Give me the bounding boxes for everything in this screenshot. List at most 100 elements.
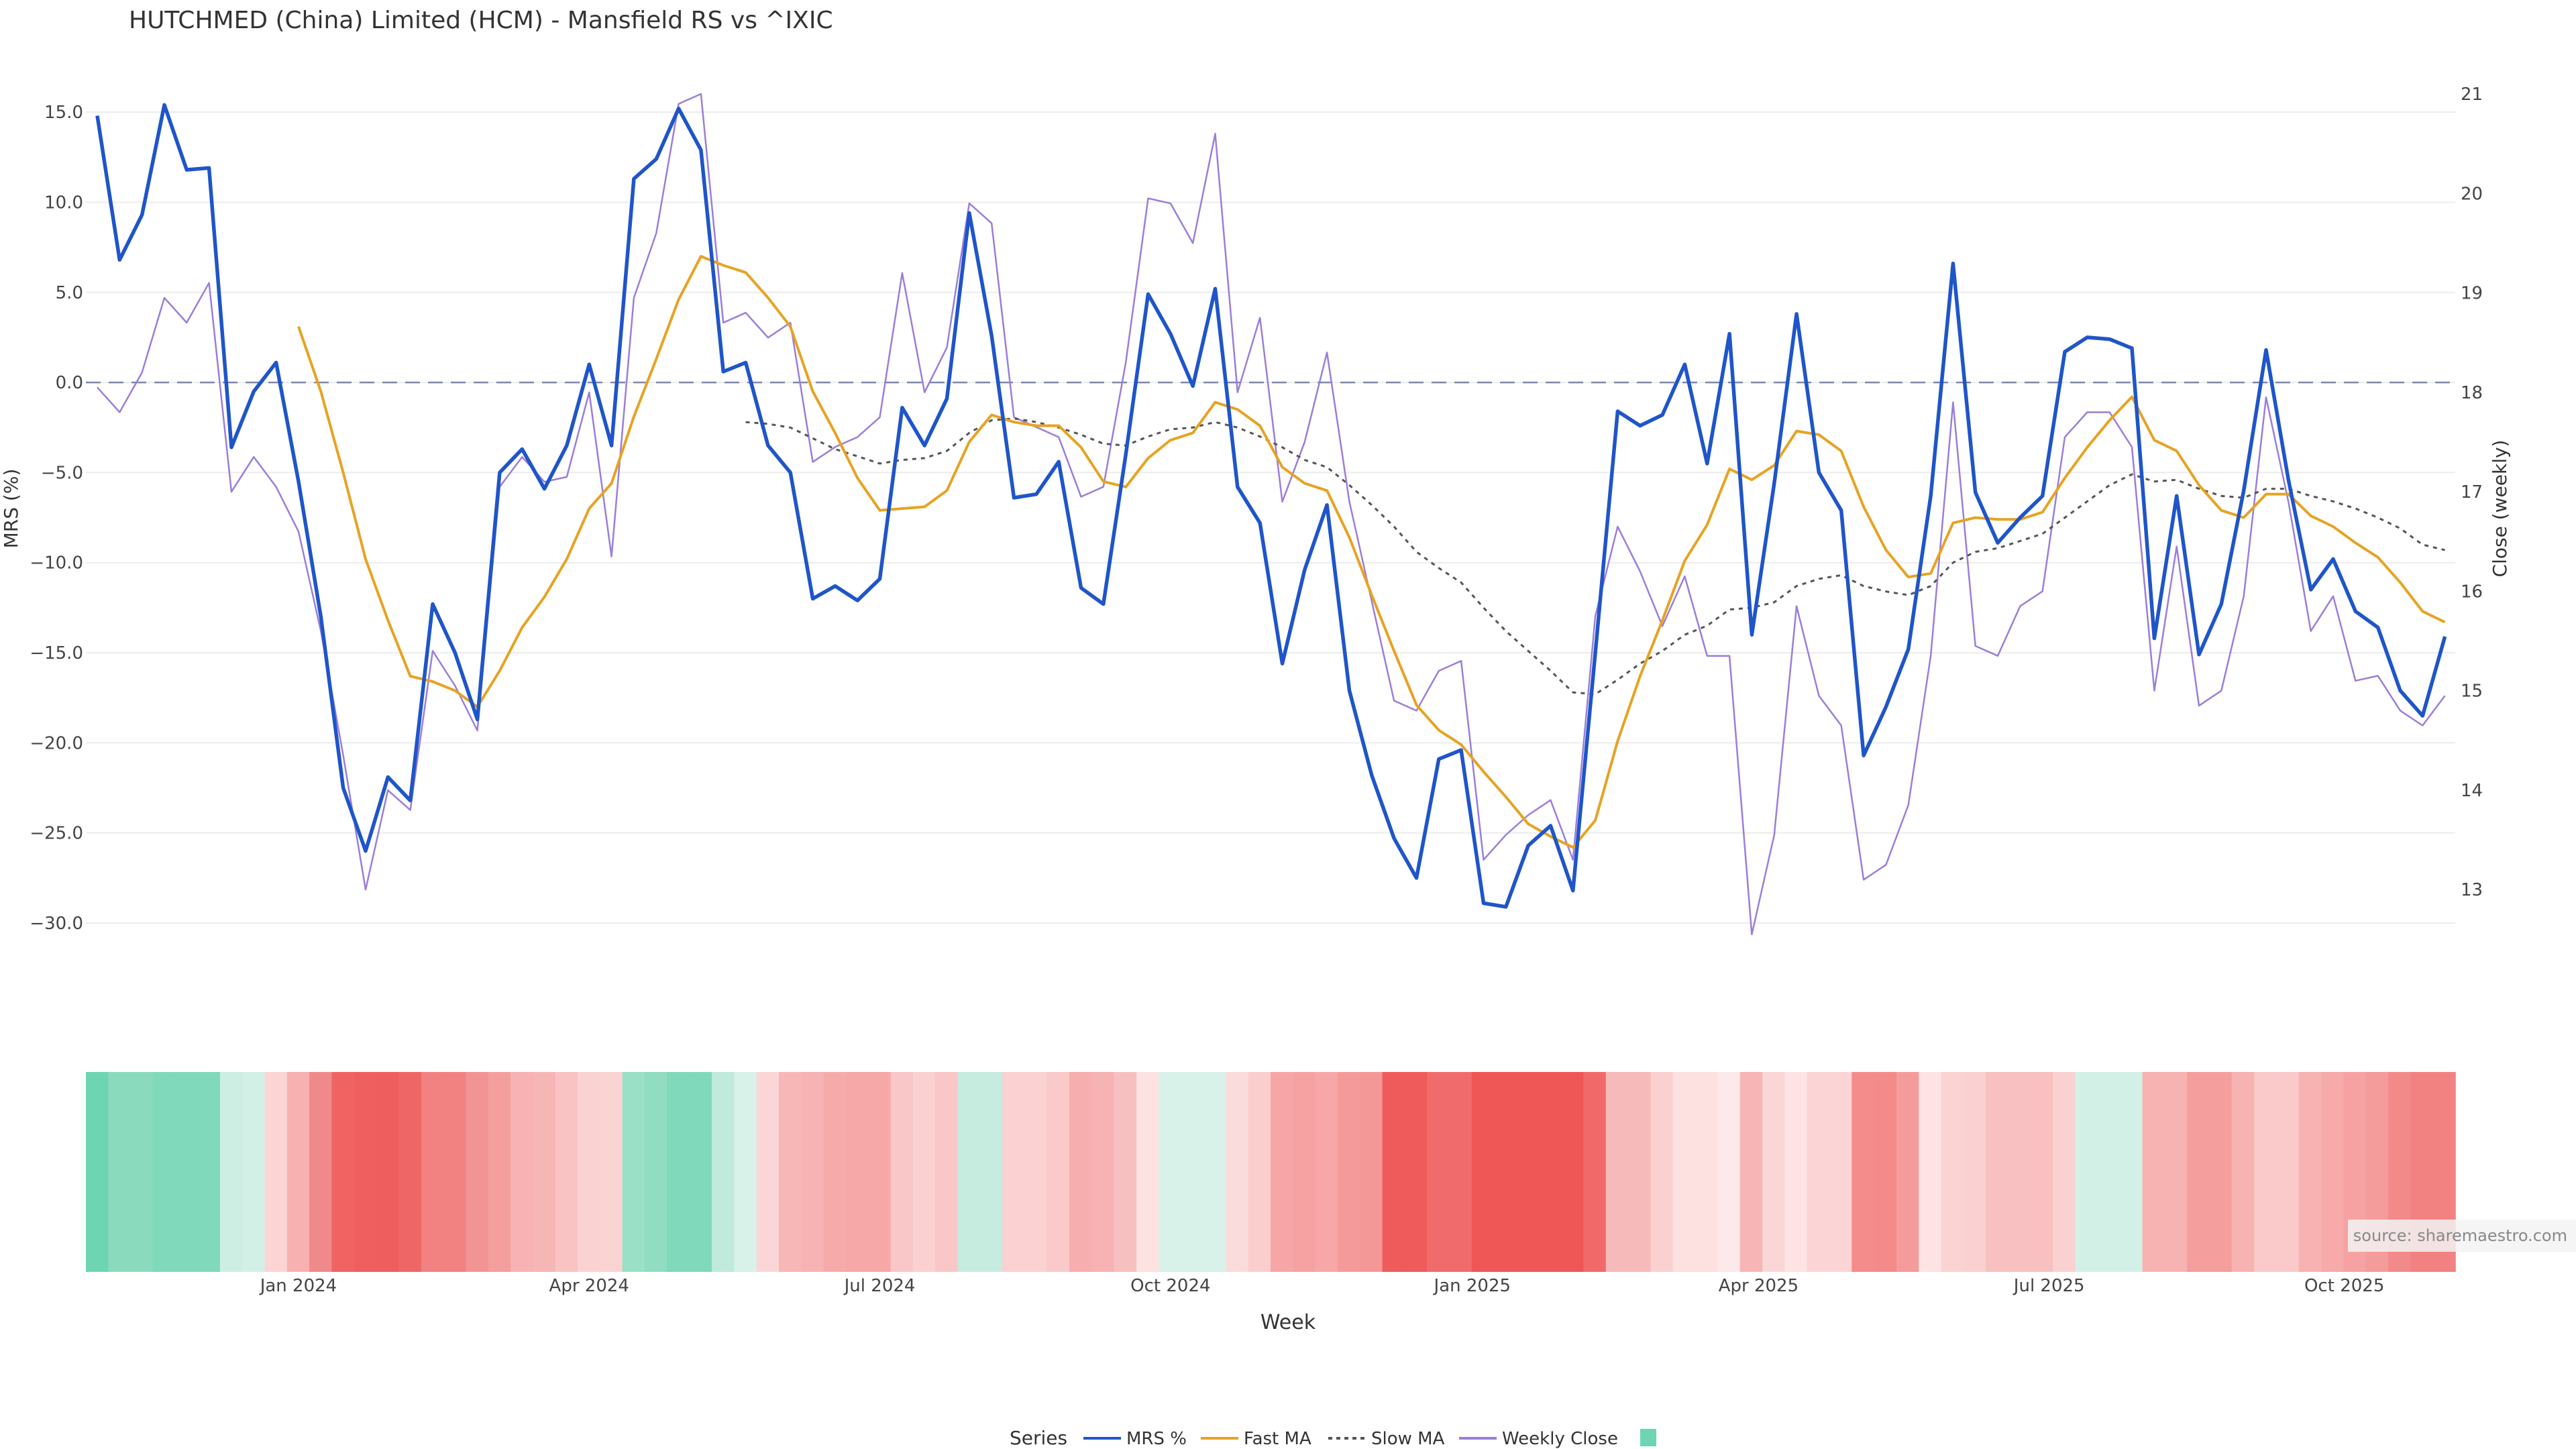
x-tick-label: Jan 2025 <box>1433 1276 1511 1296</box>
source-annotation-box <box>2348 1220 2576 1252</box>
heatmap-cell <box>2120 1072 2143 1272</box>
x-tick-label: Apr 2025 <box>1719 1276 1799 1296</box>
heatmap-cell <box>2187 1072 2210 1272</box>
heatmap-cell <box>1762 1072 1786 1272</box>
heatmap-cell <box>1494 1072 1517 1272</box>
heatmap-cell <box>1382 1072 1405 1272</box>
heatmap-cell <box>1605 1072 1629 1272</box>
heatmap-cell <box>1046 1072 1070 1272</box>
heatmap-cell <box>2053 1072 2076 1272</box>
heatmap-cell <box>1271 1072 1294 1272</box>
y-tick-label: 15.0 <box>44 103 83 123</box>
legend-label: Fast MA <box>1244 1429 1311 1449</box>
heatmap-cell <box>1181 1072 1204 1272</box>
heatmap-cell <box>2231 1072 2255 1272</box>
heatmap-cell <box>264 1072 288 1272</box>
heatmap-cell <box>219 1072 244 1272</box>
y-tick-label: −30.0 <box>30 914 83 934</box>
heatmap-cell <box>578 1072 601 1272</box>
heatmap-cell <box>1672 1072 1696 1272</box>
heatmap-cell <box>1561 1072 1585 1272</box>
heatmap-cell <box>734 1072 757 1272</box>
y2-tick-label: 18 <box>2461 383 2483 403</box>
heatmap-cell <box>86 1072 109 1272</box>
source-annotation: source: sharemaestro.com <box>2353 1226 2567 1245</box>
y-tick-label: −20.0 <box>30 733 83 753</box>
y2-tick-label: 13 <box>2461 880 2483 900</box>
heatmap-cell <box>1919 1072 1942 1272</box>
heatmap-cell <box>1248 1072 1271 1272</box>
heatmap-cell <box>2321 1072 2345 1272</box>
y2-axis-ticks: 21 20 19 18 17 16 15 14 13 <box>2461 85 2483 900</box>
heatmap-cell <box>2008 1072 2031 1272</box>
y-tick-label: −25.0 <box>30 824 83 844</box>
heatmap-cell <box>868 1072 892 1272</box>
heatmap-cell <box>1069 1072 1093 1272</box>
x-axis-label: Week <box>1260 1311 1316 1334</box>
heatmap-cell <box>1471 1072 1495 1272</box>
heatmap-cell <box>1851 1072 1875 1272</box>
y-axis-label: MRS (%) <box>0 469 22 549</box>
heatmap-cell <box>354 1072 377 1272</box>
heatmap-cell <box>622 1072 645 1272</box>
y-tick-label: −5.0 <box>41 463 83 483</box>
y2-tick-label: 20 <box>2461 184 2483 204</box>
heatmap-cell <box>466 1072 489 1272</box>
heatmap-cell <box>1360 1072 1383 1272</box>
heatmap-cell <box>130 1072 154 1272</box>
gridlines <box>86 111 2455 924</box>
y-tick-label: 0.0 <box>56 373 83 393</box>
series-line-mrs- <box>95 103 2447 909</box>
heatmap-cell <box>1829 1072 1853 1272</box>
heatmap-cell <box>1024 1072 1048 1272</box>
heatmap-cell <box>979 1072 1003 1272</box>
x-tick-label: Jul 2025 <box>2012 1276 2085 1296</box>
heatmap-cell <box>1874 1072 1897 1272</box>
heatmap-cell <box>309 1072 333 1272</box>
heatmap-cell <box>1226 1072 1249 1272</box>
heatmap-cell <box>1538 1072 1562 1272</box>
heatmap-cell <box>1315 1072 1338 1272</box>
legend-label: Weekly Close <box>1502 1429 1618 1449</box>
y2-tick-label: 21 <box>2461 85 2483 105</box>
x-tick-label: Jul 2024 <box>843 1276 916 1296</box>
legend-label: MRS % <box>1126 1429 1187 1449</box>
legend-swatch-heatmap <box>1640 1429 1656 1446</box>
legend: Series MRS % Fast MA Slow MA Weekly Close <box>1010 1427 1656 1449</box>
y2-axis-label: Close (weekly) <box>2489 440 2511 578</box>
heatmap-cell <box>1002 1072 1026 1272</box>
heatmap-cell <box>1941 1072 1964 1272</box>
legend-title: Series <box>1010 1427 1067 1449</box>
heatmap-cell <box>823 1072 847 1272</box>
heatmap-cell <box>689 1072 712 1272</box>
heatmap-cell <box>1404 1072 1428 1272</box>
heatmap-cell <box>488 1072 511 1272</box>
heatmap-cell <box>1986 1072 2009 1272</box>
heatmap-cell <box>801 1072 824 1272</box>
heatmap-cell <box>1159 1072 1182 1272</box>
heatmap-cell <box>1739 1072 1763 1272</box>
heatmap-cell <box>2254 1072 2277 1272</box>
y2-tick-label: 14 <box>2461 781 2483 801</box>
heatmap-cell <box>108 1072 131 1272</box>
y-tick-label: 10.0 <box>44 193 83 213</box>
series-lines <box>95 93 2447 936</box>
heatmap-cell <box>756 1072 780 1272</box>
heatmap-cell <box>935 1072 959 1272</box>
heatmap-cell <box>2030 1072 2054 1272</box>
heatmap-cell <box>890 1072 914 1272</box>
heatmap-cell <box>533 1072 556 1272</box>
heatmap-cell <box>2164 1072 2188 1272</box>
heatmap-cell <box>511 1072 534 1272</box>
y2-tick-label: 16 <box>2461 582 2483 602</box>
heatmap-cell <box>778 1072 802 1272</box>
heatmap-cell <box>2142 1072 2165 1272</box>
y-tick-label: 5.0 <box>56 283 83 303</box>
heatmap-cell <box>1784 1072 1808 1272</box>
heatmap-cell <box>711 1072 735 1272</box>
heatmap-cell <box>1807 1072 1830 1272</box>
heatmap-cell <box>2097 1072 2121 1272</box>
heatmap-cell <box>175 1072 199 1272</box>
x-tick-label: Oct 2024 <box>1130 1276 1210 1296</box>
x-tick-label: Apr 2024 <box>549 1276 629 1296</box>
